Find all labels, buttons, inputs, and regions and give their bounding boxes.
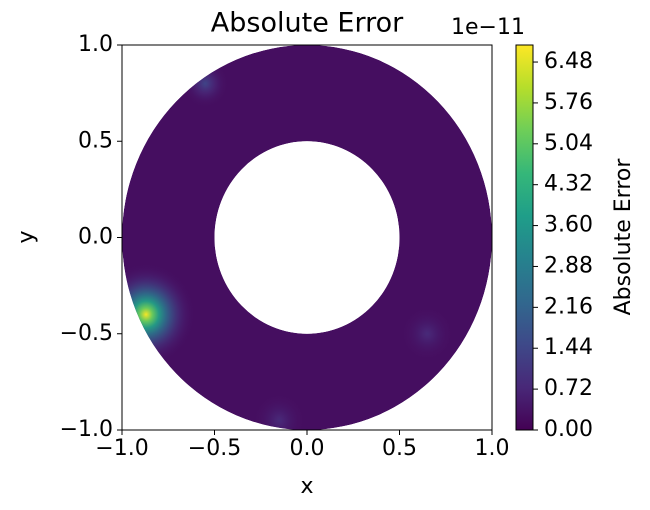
error-peak [397, 302, 457, 365]
chart-title: Absolute Error [211, 8, 404, 39]
colorbar-offset: 1e−11 [451, 15, 525, 40]
colorbar-tick-label: 4.32 [544, 172, 593, 197]
colorbar-tick-label: 0.72 [544, 376, 593, 401]
colorbar-tick-label: 5.04 [544, 131, 593, 156]
y-tick-label: −1.0 [60, 417, 113, 442]
y-tick-label: 0.5 [78, 128, 113, 153]
error-peak [249, 389, 309, 430]
colorbar-tick-label: 1.44 [544, 335, 593, 360]
colorbar-tick-label: 2.16 [544, 294, 593, 319]
error-peak [179, 56, 232, 111]
x-axis-label: x [300, 474, 313, 499]
colorbar-tick-label: 0.00 [544, 417, 593, 442]
x-tick-label: 0.0 [290, 436, 325, 461]
y-axis-label: y [14, 230, 39, 243]
x-tick-label: 0.5 [382, 436, 417, 461]
colorbar-tick-label: 2.88 [544, 253, 593, 278]
y-tick-label: 1.0 [78, 32, 113, 57]
x-tick-label: 1.0 [475, 436, 510, 461]
x-tick-label: −0.5 [188, 436, 241, 461]
colorbar-tick-label: 5.76 [544, 90, 593, 115]
field-base [122, 44, 492, 430]
field [122, 44, 492, 430]
colorbar [515, 44, 534, 431]
x-tick-label: −1.0 [95, 436, 148, 461]
colorbar-tick-label: 6.48 [544, 49, 593, 74]
colorbar-label: Absolute Error [611, 158, 636, 316]
error-peak [122, 260, 198, 369]
y-tick-label: 0.0 [78, 225, 113, 250]
y-tick-label: −0.5 [60, 321, 113, 346]
colorbar-tick-label: 3.60 [544, 213, 593, 238]
